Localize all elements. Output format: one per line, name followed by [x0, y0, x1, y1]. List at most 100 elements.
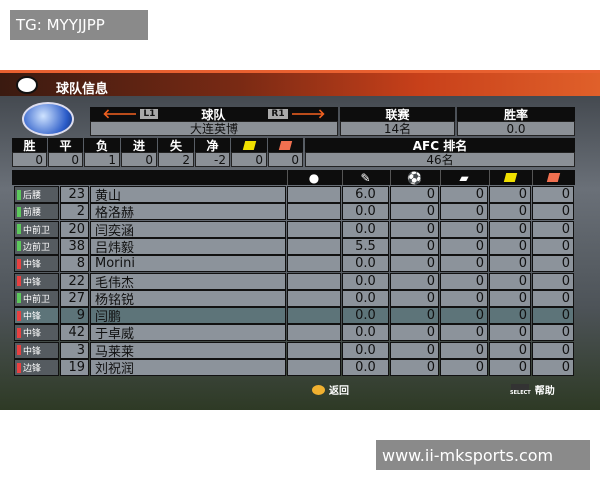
help-label: 帮助 [534, 386, 555, 397]
player-name: 闫鹏 [90, 307, 286, 325]
player-name: 闫奕涵 [90, 220, 286, 239]
injury-status [287, 220, 341, 238]
select-button-icon: SELECT [510, 383, 531, 396]
player-goals: 0 [390, 237, 439, 255]
position-label: 中锋 [23, 312, 42, 323]
player-name: 杨铭锐 [90, 289, 286, 308]
player-red-cards: 0 [532, 220, 574, 238]
injury-status [287, 307, 341, 325]
goal-ball-icon: ⚽ [390, 170, 438, 185]
position-label: 中锋 [23, 260, 42, 271]
player-yellow-cards: 0 [489, 255, 531, 273]
player-assists: 0 [440, 220, 488, 238]
player-goals: 0 [390, 220, 439, 238]
player-number: 19 [60, 359, 89, 376]
player-rating: 0.0 [342, 203, 389, 221]
injury-status [287, 237, 341, 255]
position-badge: 中前卫 [14, 289, 59, 307]
team-info-screen: 球队信息 🡐 L1 球队 R1 🡒 大连英博 联赛 14名 胜率 0.0 AFC… [0, 70, 600, 410]
player-goals: 0 [390, 289, 439, 307]
player-assists: 0 [440, 359, 488, 376]
record-header: 负 [84, 138, 120, 153]
player-red-cards: 0 [532, 307, 574, 325]
player-number: 20 [60, 220, 89, 238]
player-goals: 0 [390, 203, 439, 221]
player-assists: 0 [440, 341, 488, 359]
position-badge: 边前卫 [14, 237, 59, 255]
player-yellow-cards: 0 [489, 289, 531, 307]
player-yellow-cards: 0 [489, 237, 531, 255]
player-assists: 0 [440, 255, 488, 273]
l1-button[interactable]: L1 [140, 109, 159, 119]
player-name: 马莱莱 [90, 341, 286, 360]
player-yellow-cards: 0 [489, 307, 531, 325]
position-label: 中锋 [23, 277, 42, 288]
record-header: 胜 [12, 138, 47, 153]
injury-icon: ● [287, 170, 340, 185]
player-assists: 0 [440, 272, 488, 290]
player-red-cards: 0 [532, 237, 574, 255]
player-rating: 0.0 [342, 220, 389, 238]
position-label: 前腰 [23, 208, 42, 219]
player-name: Morini [90, 255, 286, 273]
position-label: 中锋 [23, 346, 42, 357]
record-value: 0 [12, 152, 47, 167]
player-yellow-cards: 0 [489, 203, 531, 221]
player-assists: 0 [440, 307, 488, 325]
player-rating: 0.0 [342, 324, 389, 342]
player-number: 42 [60, 324, 89, 342]
player-red-cards: 0 [532, 272, 574, 290]
player-yellow-cards: 0 [489, 324, 531, 342]
player-yellow-cards: 0 [489, 341, 531, 359]
position-label: 边锋 [23, 364, 42, 374]
help-button[interactable]: SELECT 帮助 [510, 382, 555, 397]
watermark-bottom: www.ii-mksports.com [376, 440, 590, 470]
position-label: 中前卫 [23, 225, 51, 236]
player-number: 9 [60, 307, 89, 325]
player-name: 刘祝润 [90, 359, 286, 377]
player-red-cards: 0 [532, 203, 574, 221]
position-badge: 边锋 [14, 359, 59, 376]
soccer-ball-icon [16, 76, 38, 94]
record-value: 1 [84, 152, 120, 167]
player-red-cards: 0 [532, 289, 574, 307]
player-number: 27 [60, 289, 89, 307]
player-rating: 0.0 [342, 255, 389, 273]
player-goals: 0 [390, 307, 439, 325]
player-name: 格洛赫 [90, 203, 286, 221]
league-rank: 14名 [340, 121, 455, 136]
player-red-cards: 0 [532, 324, 574, 342]
player-rating: 5.5 [342, 237, 389, 255]
position-badge: 中锋 [14, 307, 59, 325]
player-red-cards: 0 [532, 341, 574, 359]
player-number: 2 [60, 203, 89, 221]
player-name: 毛伟杰 [90, 272, 286, 291]
injury-status [287, 203, 341, 221]
yellow-card-icon [489, 170, 530, 185]
prev-team-arrow-icon[interactable]: 🡐 [102, 107, 138, 122]
player-yellow-cards: 0 [489, 359, 531, 376]
record-value: 2 [158, 152, 194, 167]
position-badge: 中前卫 [14, 220, 59, 238]
winrate-header: 胜率 [457, 107, 575, 122]
injury-status [287, 255, 341, 273]
player-rating: 0.0 [342, 307, 389, 325]
player-name: 黄山 [90, 186, 286, 204]
title-bar: 球队信息 [0, 70, 600, 97]
record-value: -2 [195, 152, 230, 167]
player-rating: 0.0 [342, 341, 389, 359]
player-red-cards: 0 [532, 359, 574, 376]
r1-button[interactable]: R1 [268, 109, 288, 119]
player-number: 23 [60, 186, 89, 203]
rating-icon: ✎ [342, 170, 388, 185]
player-assists: 0 [440, 289, 488, 307]
select-label: SELECT [510, 389, 531, 396]
league-header: 联赛 [340, 107, 455, 122]
record-header: 进 [121, 138, 157, 153]
next-team-arrow-icon[interactable]: 🡒 [290, 107, 326, 122]
red-card-icon [532, 170, 573, 185]
player-number: 3 [60, 341, 89, 359]
position-badge: 中锋 [14, 341, 59, 359]
back-button[interactable]: 返回 [312, 382, 349, 397]
back-label: 返回 [329, 386, 349, 397]
